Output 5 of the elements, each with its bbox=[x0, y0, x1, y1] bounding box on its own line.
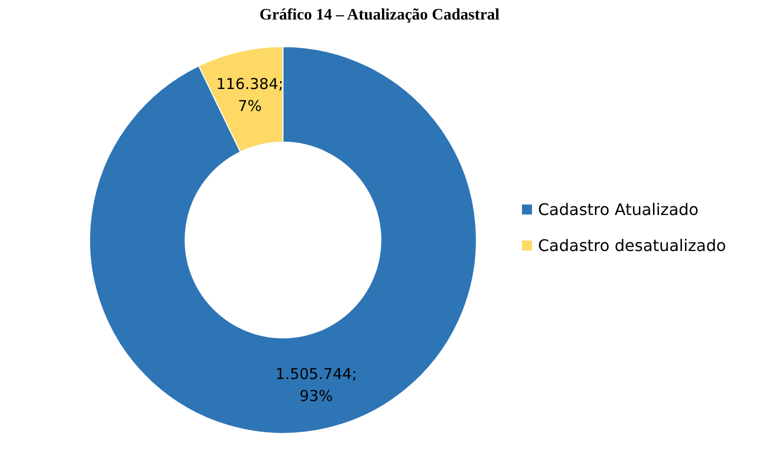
legend-label: Cadastro desatualizado bbox=[538, 236, 726, 255]
data-label: 1.505.744; 93% bbox=[276, 364, 357, 405]
data-label: 116.384; 7% bbox=[216, 75, 284, 116]
legend-label: Cadastro Atualizado bbox=[538, 200, 699, 219]
chart-title: Gráfico 14 – Atualização Cadastral bbox=[260, 6, 500, 24]
